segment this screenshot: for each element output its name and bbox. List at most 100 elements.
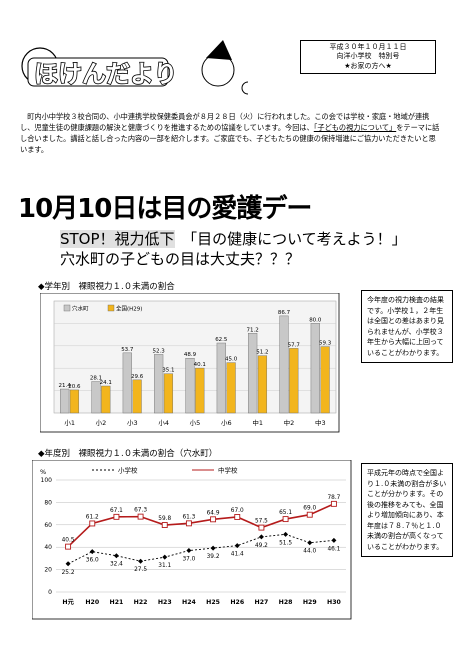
line-point-elementary <box>331 537 337 543</box>
bar-national <box>320 346 330 414</box>
bar-national <box>226 362 236 414</box>
line-value-label: 40.5 <box>62 538 75 544</box>
line-value-label: 32.4 <box>110 562 123 568</box>
line-legend-label: 小学校 <box>118 466 138 475</box>
line-point-junior-high <box>113 513 120 520</box>
line-value-label: 69.0 <box>303 506 316 512</box>
bar-value-label: 52.3 <box>153 348 166 354</box>
think-label: 「目の健康について考えよう！」 <box>189 230 407 248</box>
year-line-chart: % 0 20 40 60 80 100 H元 H20 H21 H22 H23 H24 H25 H26 H27 H… <box>32 460 352 620</box>
bar-value-label: 35.1 <box>162 368 174 374</box>
line-value-label: 36.0 <box>86 558 99 564</box>
line-y-tick-label: 100 <box>41 477 53 484</box>
bar-value-label: 62.5 <box>215 337 228 343</box>
line-value-label: 37.0 <box>182 557 195 563</box>
line-point-junior-high <box>258 524 265 531</box>
line-value-label: 61.3 <box>182 514 195 520</box>
line-y-unit: % <box>40 468 46 476</box>
line-value-label: 31.1 <box>158 563 171 569</box>
bar-value-label: 24.1 <box>100 380 112 386</box>
line-value-label: 65.1 <box>279 510 292 516</box>
line-value-label: 67.0 <box>231 508 244 514</box>
line-value-label: 49.2 <box>255 543 268 549</box>
section2-note: 平成元年の時点で全国より１.０未満の割合が多いことが分かります。その後の推移をみ… <box>361 463 453 557</box>
section2-heading: ◆年度別 裸眼視力１.０未満の割合（穴水町） <box>38 449 218 459</box>
line-point-junior-high <box>330 500 337 507</box>
line-point-junior-high <box>137 513 144 520</box>
bar-category-label: 小5 <box>190 418 201 427</box>
line-y-tick-label: 60 <box>44 522 52 529</box>
bar-category-label: 小6 <box>221 418 232 427</box>
line-category-label: H30 <box>327 599 341 606</box>
bar-value-label: 59.3 <box>319 341 332 347</box>
bar-value-label: 45.0 <box>225 357 238 363</box>
bar-anamizu <box>310 323 320 414</box>
witch-hat-icon <box>206 40 232 60</box>
bar-anamizu <box>122 352 132 414</box>
line-value-label: 27.5 <box>134 567 147 573</box>
line-point-elementary <box>162 554 168 560</box>
line-point-junior-high <box>161 522 168 528</box>
bar-category-label: 中2 <box>284 418 295 427</box>
line-value-label: 61.2 <box>86 514 99 520</box>
line-point-junior-high <box>282 516 289 523</box>
line-point-elementary <box>186 548 192 554</box>
bar-chart-plot-area <box>53 300 337 414</box>
line-series-elementary <box>67 533 334 565</box>
intro-text-1: 町内小中学校３校合同の、小中連携学校保健委員会が８月２８日（火）に行われました。… <box>20 112 430 133</box>
bar-value-label: 71.2 <box>247 327 259 333</box>
issue-school: 向洋小学校 特別号 <box>336 52 400 61</box>
bar-value-label: 28.1 <box>90 376 102 382</box>
intro-theme: 「子どもの視力について」 <box>313 123 397 133</box>
issue-info-box: 平成３０年１０月１１日 向洋小学校 特別号 ★お家の方へ★ <box>300 40 436 75</box>
bar-value-label: 53.7 <box>121 347 134 353</box>
line-category-label: H20 <box>85 599 99 606</box>
issue-audience: ★お家の方へ★ <box>344 61 392 70</box>
line-value-label: 64.9 <box>207 510 220 516</box>
line-point-junior-high <box>306 511 313 518</box>
line-value-label: 78.7 <box>327 495 340 501</box>
line-point-junior-high <box>65 543 72 550</box>
intro-text-2: をテーマに話し合いました。講話と話し合った内容の一部を紹介します。ご家庭でも、子… <box>20 123 440 155</box>
bar-category-label: 小4 <box>158 418 169 427</box>
line-point-elementary <box>283 531 289 537</box>
line-y-tick-label: 80 <box>44 499 52 506</box>
newsletter-title: ほけんだより <box>34 60 178 88</box>
line-value-label: 25.2 <box>62 570 75 576</box>
line-category-label: H22 <box>134 599 148 606</box>
line-point-elementary <box>138 558 144 564</box>
bar-anamizu <box>279 315 289 414</box>
bar-value-label: 21.4 <box>59 383 72 389</box>
line-series-junior-high <box>67 503 335 548</box>
bar-anamizu <box>154 354 164 414</box>
line-point-junior-high <box>210 516 217 523</box>
bar-national <box>289 348 299 414</box>
section1-heading: ◆学年別 裸眼視力１.０未満の割合 <box>38 282 175 292</box>
bar-value-label: 57.7 <box>288 342 301 348</box>
bar-category-label: 小1 <box>64 418 75 427</box>
bar-value-label: 80.0 <box>309 317 322 323</box>
line-point-elementary <box>234 543 240 549</box>
bar-national <box>132 379 142 414</box>
line-value-label: 44.0 <box>303 549 316 555</box>
line-category-label: H23 <box>158 599 172 606</box>
line-category-label: H29 <box>303 599 317 606</box>
line-value-label: 57.5 <box>255 519 268 525</box>
bar-national <box>195 367 205 414</box>
bar-national <box>257 355 268 414</box>
bar-value-label: 51.2 <box>256 350 268 356</box>
bar-category-label: 小3 <box>127 418 138 427</box>
section1-note: 今年度の視力検査の結果です。小学校１，２年生は全国との差はあまり見られませんが、… <box>361 290 453 363</box>
bar-value-label: 40.1 <box>194 362 206 368</box>
bar-category-label: 小2 <box>96 418 107 427</box>
line-point-elementary <box>210 545 216 551</box>
line-value-label: 59.8 <box>158 516 171 522</box>
line-category-label: H21 <box>110 599 124 606</box>
stop-label: STOP！視力低下 <box>60 230 175 248</box>
headline: 10月10日は目の愛護デー <box>18 194 312 224</box>
line-point-junior-high <box>89 520 96 527</box>
line-value-label: 46.1 <box>327 546 340 552</box>
line-category-label: H25 <box>206 599 220 606</box>
bar-anamizu <box>185 358 195 414</box>
bar-national <box>101 385 111 414</box>
